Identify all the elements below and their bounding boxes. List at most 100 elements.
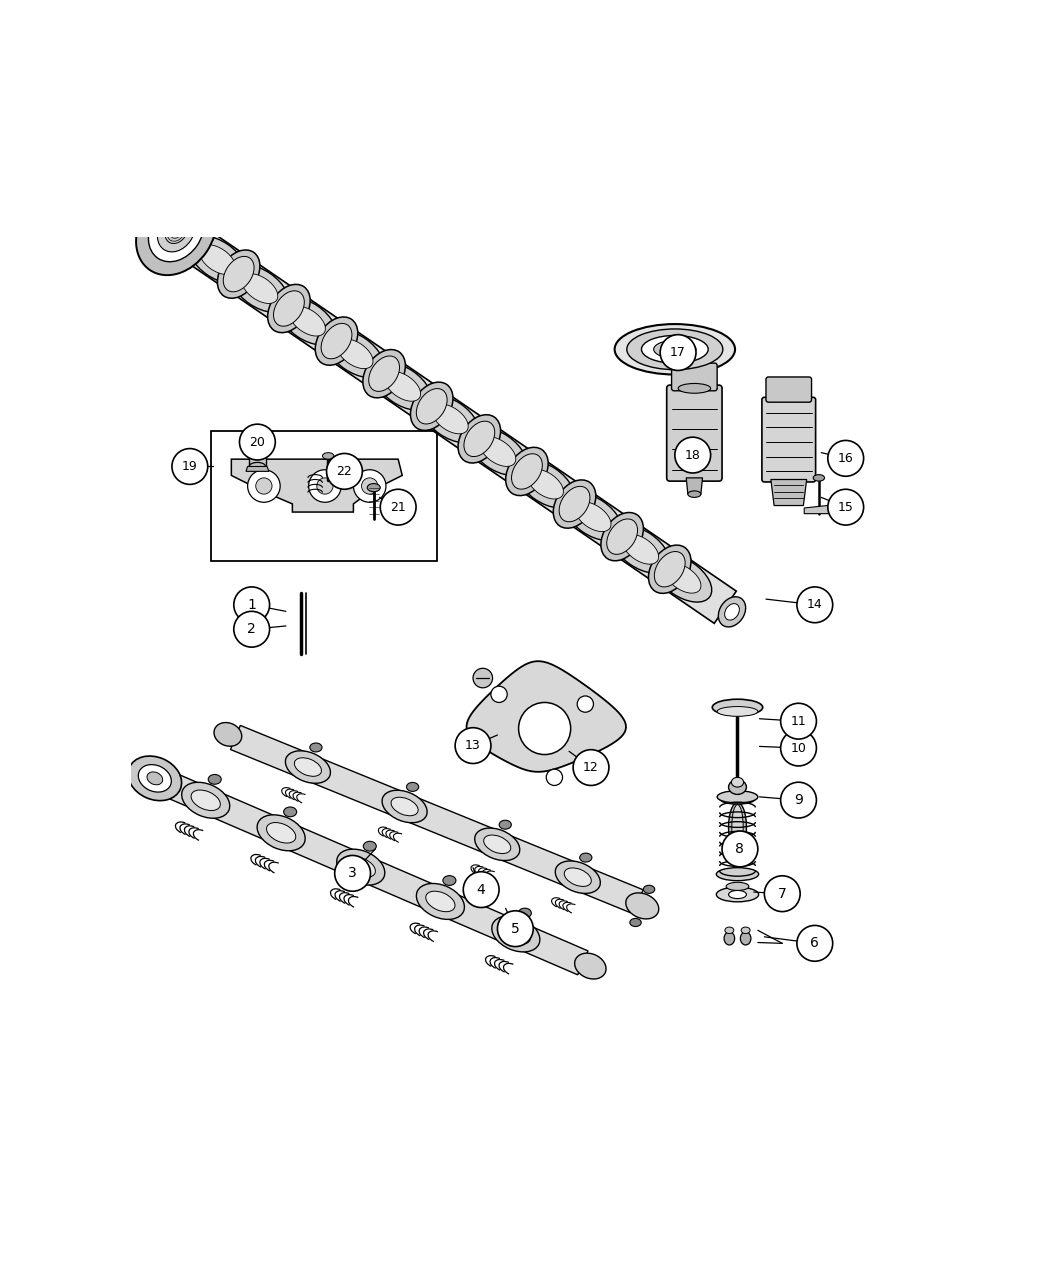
Ellipse shape: [363, 842, 376, 852]
FancyBboxPatch shape: [762, 398, 816, 482]
Text: 1: 1: [247, 598, 256, 612]
Text: 13: 13: [465, 740, 481, 752]
Ellipse shape: [491, 915, 540, 952]
Ellipse shape: [553, 479, 595, 528]
Ellipse shape: [630, 918, 642, 927]
Ellipse shape: [729, 780, 747, 794]
Ellipse shape: [469, 427, 527, 476]
Ellipse shape: [688, 491, 701, 497]
Ellipse shape: [286, 751, 331, 783]
Ellipse shape: [623, 534, 658, 564]
Ellipse shape: [626, 892, 658, 919]
Ellipse shape: [458, 414, 501, 463]
Ellipse shape: [425, 891, 455, 912]
Circle shape: [354, 469, 386, 502]
Ellipse shape: [217, 250, 260, 298]
Ellipse shape: [716, 887, 759, 901]
Polygon shape: [804, 506, 837, 514]
Circle shape: [172, 449, 208, 484]
Ellipse shape: [337, 849, 384, 885]
Ellipse shape: [727, 882, 749, 890]
Ellipse shape: [278, 297, 336, 346]
Ellipse shape: [417, 884, 464, 919]
Ellipse shape: [741, 927, 750, 933]
Ellipse shape: [391, 797, 418, 816]
Circle shape: [780, 704, 817, 740]
Text: 5: 5: [511, 922, 520, 936]
Ellipse shape: [678, 384, 711, 393]
Ellipse shape: [315, 317, 358, 365]
Text: 12: 12: [583, 761, 598, 774]
Circle shape: [361, 478, 378, 495]
Ellipse shape: [249, 463, 266, 470]
Ellipse shape: [214, 723, 242, 746]
Ellipse shape: [480, 437, 516, 467]
Text: 2: 2: [248, 622, 256, 636]
Ellipse shape: [654, 555, 712, 602]
Ellipse shape: [719, 793, 755, 805]
Ellipse shape: [273, 291, 304, 326]
Ellipse shape: [191, 790, 220, 811]
Ellipse shape: [374, 362, 432, 411]
Ellipse shape: [716, 868, 759, 881]
Ellipse shape: [321, 324, 352, 358]
Text: 7: 7: [778, 886, 786, 900]
Ellipse shape: [165, 219, 187, 244]
Ellipse shape: [147, 771, 163, 785]
Ellipse shape: [729, 802, 747, 852]
Circle shape: [827, 440, 863, 477]
Circle shape: [797, 586, 833, 622]
Ellipse shape: [284, 807, 297, 817]
Ellipse shape: [231, 265, 289, 312]
Ellipse shape: [607, 519, 637, 555]
Ellipse shape: [369, 356, 399, 391]
Ellipse shape: [384, 371, 421, 402]
Ellipse shape: [729, 890, 747, 899]
Ellipse shape: [564, 868, 591, 886]
Ellipse shape: [189, 236, 247, 283]
Ellipse shape: [128, 756, 182, 801]
Ellipse shape: [337, 339, 373, 368]
Text: 19: 19: [182, 460, 197, 473]
Ellipse shape: [724, 927, 734, 933]
Ellipse shape: [363, 349, 405, 398]
Ellipse shape: [601, 513, 644, 561]
Ellipse shape: [654, 340, 696, 358]
Ellipse shape: [475, 827, 520, 861]
Ellipse shape: [642, 335, 708, 363]
Circle shape: [455, 728, 491, 764]
Ellipse shape: [182, 783, 230, 819]
Ellipse shape: [484, 835, 510, 853]
Circle shape: [660, 334, 696, 371]
Ellipse shape: [580, 853, 592, 862]
Circle shape: [335, 856, 371, 891]
Ellipse shape: [732, 778, 743, 787]
Ellipse shape: [718, 597, 746, 627]
Text: 16: 16: [838, 451, 854, 465]
Ellipse shape: [268, 284, 310, 333]
Circle shape: [519, 703, 571, 755]
Text: 10: 10: [791, 742, 806, 755]
Text: 4: 4: [477, 882, 485, 896]
Ellipse shape: [740, 932, 751, 945]
Ellipse shape: [257, 815, 306, 850]
Ellipse shape: [242, 274, 278, 303]
Polygon shape: [466, 662, 626, 771]
Polygon shape: [771, 479, 806, 506]
Circle shape: [827, 490, 863, 525]
Ellipse shape: [200, 245, 235, 274]
Ellipse shape: [555, 861, 601, 894]
Circle shape: [722, 831, 758, 867]
Circle shape: [573, 750, 609, 785]
Ellipse shape: [575, 502, 611, 532]
Ellipse shape: [158, 210, 195, 252]
Ellipse shape: [654, 552, 686, 587]
Ellipse shape: [712, 699, 762, 715]
Ellipse shape: [724, 603, 739, 620]
Ellipse shape: [724, 932, 735, 945]
Ellipse shape: [519, 908, 531, 918]
Ellipse shape: [717, 790, 758, 803]
Ellipse shape: [139, 765, 171, 792]
Ellipse shape: [443, 876, 456, 885]
Circle shape: [675, 437, 711, 473]
